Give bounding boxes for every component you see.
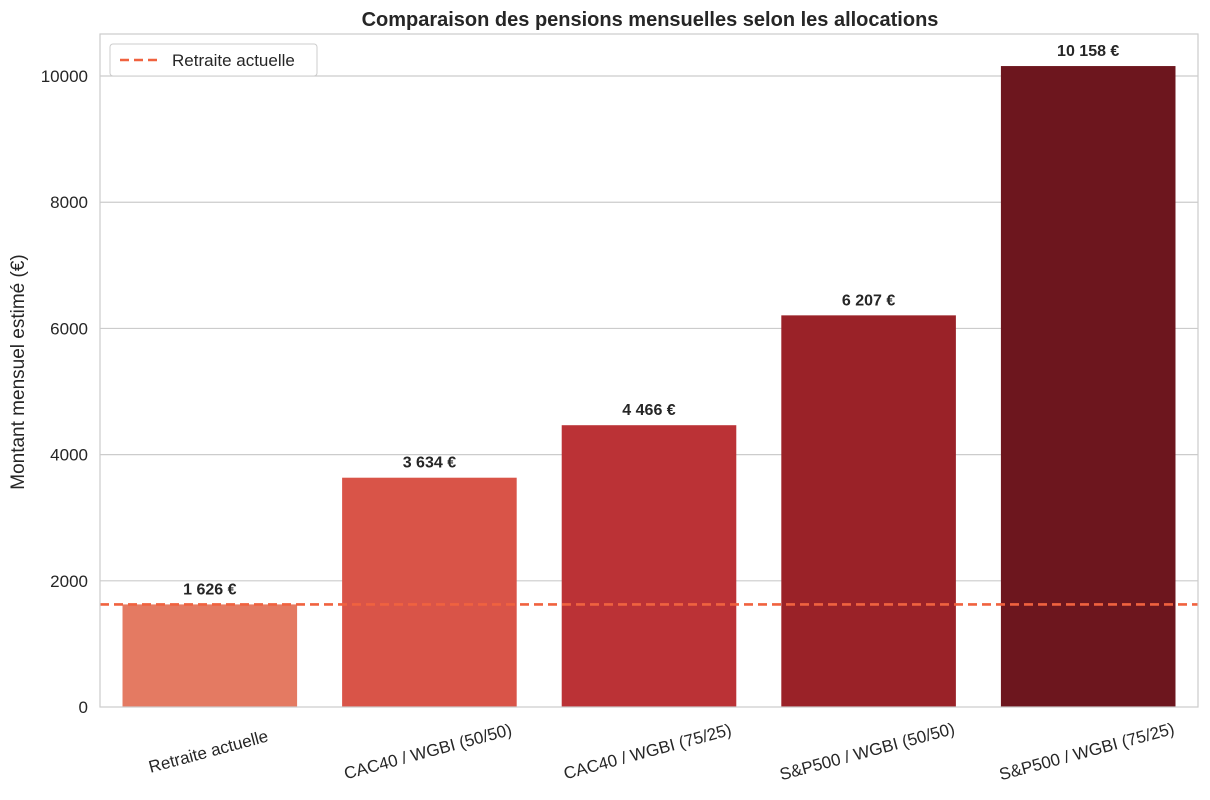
y-tick-label: 4000	[50, 446, 88, 465]
y-tick-labels: 0 2000 4000 6000 8000 10000	[41, 67, 88, 717]
y-tick-label: 8000	[50, 193, 88, 212]
bar	[561, 425, 737, 707]
y-tick-label: 0	[79, 698, 88, 717]
x-tick-label: CAC40 / WGBI (50/50)	[342, 720, 514, 783]
bar	[1000, 66, 1176, 707]
bar-value-label: 3 634 €	[403, 455, 456, 472]
bar-value-label: 1 626 €	[183, 581, 236, 598]
data-labels: 1 626 € 3 634 € 4 466 € 6 207 € 10 158 €	[183, 43, 1119, 598]
y-axis-label: Montant mensuel estimé (€)	[8, 254, 29, 490]
chart-title: Comparaison des pensions mensuelles selo…	[362, 9, 939, 31]
plot-frame	[99, 33, 1199, 708]
y-tick-label: 10000	[41, 67, 88, 86]
bar-value-label: 10 158 €	[1057, 43, 1119, 60]
bar	[781, 315, 956, 707]
x-tick-label: Retraite actuelle	[147, 727, 271, 777]
bar-value-label: 6 207 €	[842, 292, 895, 309]
x-tick-label: S&P500 / WGBI (75/25)	[997, 719, 1176, 784]
y-tick-label: 2000	[50, 572, 88, 591]
bar	[122, 604, 298, 707]
y-tick-label: 6000	[50, 319, 88, 338]
legend: Retraite actuelle	[109, 43, 318, 77]
bar-value-label: 4 466 €	[622, 402, 675, 419]
bars	[122, 66, 1176, 707]
bar	[342, 477, 517, 707]
x-tick-label: S&P500 / WGBI (50/50)	[778, 719, 957, 784]
legend-label: Retraite actuelle	[172, 51, 295, 70]
x-tick-labels: Retraite actuelle CAC40 / WGBI (50/50) CAC…	[147, 719, 1177, 784]
x-tick-label: CAC40 / WGBI (75/25)	[562, 720, 734, 783]
legend-box	[109, 43, 318, 77]
